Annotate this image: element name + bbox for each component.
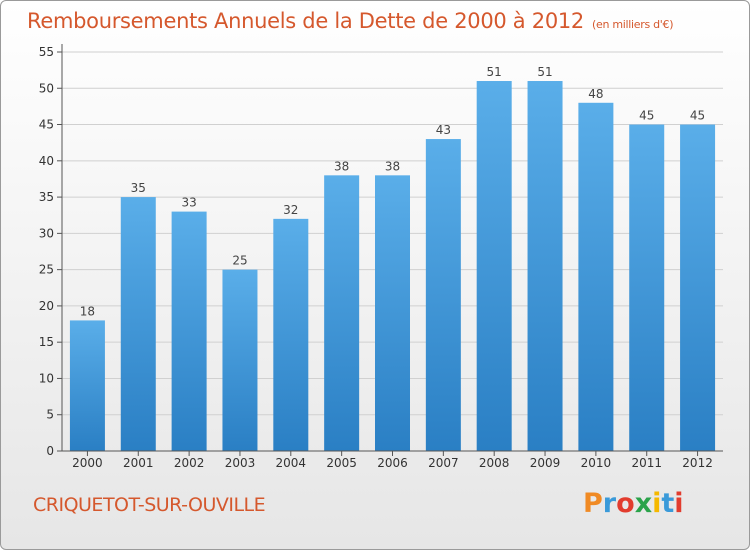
commune-name: CRIQUETOT-SUR-OUVILLE <box>33 494 266 516</box>
bar <box>425 139 461 451</box>
y-tick-label: 55 <box>39 45 54 59</box>
logo-letter: i <box>674 488 684 519</box>
title-text: Remboursements Annuels de la Dette de 20… <box>27 9 584 33</box>
y-tick-label: 40 <box>39 154 54 168</box>
logo-letter: o <box>616 488 635 519</box>
logo-letter: i <box>652 488 662 519</box>
data-label: 18 <box>80 304 95 318</box>
bar <box>222 269 258 451</box>
y-tick-label: 35 <box>39 190 54 204</box>
y-tick-label: 0 <box>46 444 54 458</box>
bar <box>476 81 512 451</box>
bar <box>680 124 716 451</box>
bar <box>273 218 309 451</box>
title-unit: (en milliers d'€) <box>592 18 674 31</box>
x-tick-label: 2010 <box>581 456 612 470</box>
logo-letter: x <box>634 488 653 519</box>
logo-letter: P <box>583 488 603 519</box>
x-tick-label: 2011 <box>631 456 662 470</box>
data-label: 43 <box>436 123 451 137</box>
y-tick-label: 20 <box>39 299 54 313</box>
bar <box>629 124 665 451</box>
y-tick-label: 10 <box>39 371 54 385</box>
x-tick-label: 2003 <box>225 456 256 470</box>
data-label: 51 <box>487 65 502 79</box>
bar <box>527 81 563 451</box>
data-label: 48 <box>588 87 603 101</box>
x-tick-label: 2009 <box>530 456 561 470</box>
data-label: 38 <box>385 159 400 173</box>
data-label: 38 <box>334 159 349 173</box>
bar <box>120 197 156 451</box>
data-label: 32 <box>283 203 298 217</box>
y-tick-label: 50 <box>39 81 54 95</box>
bar <box>578 102 614 452</box>
proxiti-logo: Proxiti <box>583 488 684 519</box>
data-label: 25 <box>232 254 247 268</box>
x-tick-label: 2006 <box>377 456 408 470</box>
x-tick-label: 2007 <box>428 456 459 470</box>
y-tick-label: 45 <box>39 118 54 132</box>
data-label: 51 <box>537 65 552 79</box>
x-tick-label: 2004 <box>276 456 307 470</box>
y-tick-label: 25 <box>39 263 54 277</box>
x-tick-label: 2001 <box>123 456 154 470</box>
y-tick-label: 15 <box>39 335 54 349</box>
bar <box>324 175 360 451</box>
data-label: 45 <box>690 109 705 123</box>
y-tick-label: 5 <box>46 408 54 422</box>
x-tick-label: 2002 <box>174 456 205 470</box>
chart-title: Remboursements Annuels de la Dette de 20… <box>27 9 673 33</box>
data-label: 45 <box>639 109 654 123</box>
x-tick-label: 2005 <box>326 456 357 470</box>
data-label: 33 <box>181 196 196 210</box>
logo-letter: t <box>661 488 675 519</box>
data-label: 35 <box>131 181 146 195</box>
bar <box>69 320 105 451</box>
bar <box>171 211 207 451</box>
logo-letter: r <box>602 488 617 519</box>
y-tick-label: 30 <box>39 226 54 240</box>
x-tick-label: 2000 <box>72 456 103 470</box>
x-tick-label: 2008 <box>479 456 510 470</box>
x-tick-label: 2012 <box>682 456 713 470</box>
bar <box>375 175 410 451</box>
